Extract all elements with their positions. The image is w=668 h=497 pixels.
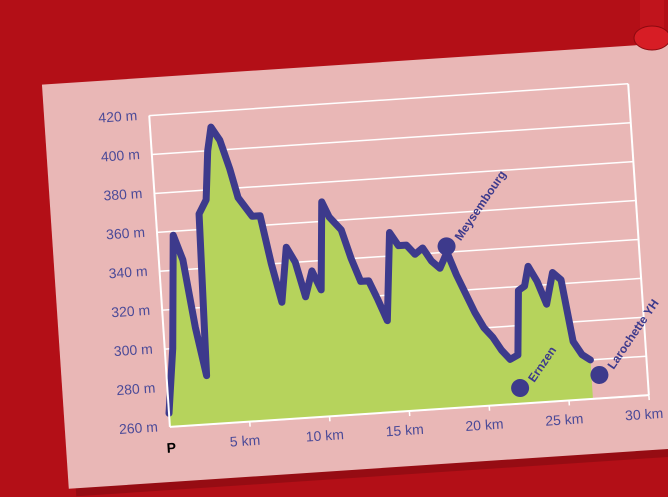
waypoint — [511, 379, 530, 398]
x-tick-label: 5 km — [229, 432, 260, 450]
grid-line — [149, 83, 629, 117]
y-tick-label: 320 m — [111, 302, 151, 321]
y-tick-label: 260 m — [118, 418, 158, 437]
card: 260 m 280 m 300 m 320 m 340 m 360 m 380 m 400 m… — [41, 42, 668, 497]
y-axis — [148, 115, 171, 427]
x-tick-label: 15 km — [385, 421, 424, 439]
waypoint — [590, 365, 609, 384]
grid-line — [151, 121, 631, 156]
waypoint — [437, 237, 456, 256]
area — [169, 127, 593, 427]
plot: 260 m 280 m 300 m 320 m 340 m 360 m 380 m 400 m… — [98, 83, 664, 456]
y-tick-label: 360 m — [106, 224, 146, 243]
y-tick-label: 300 m — [113, 341, 153, 360]
y-tick-label: 380 m — [103, 185, 143, 204]
pin-body — [640, 0, 664, 30]
x-tick-label: 10 km — [305, 426, 344, 444]
x-tick-label: 20 km — [465, 416, 504, 434]
start-label: P — [166, 439, 176, 456]
y-tick-label: 420 m — [98, 107, 138, 126]
y-tick-label: 280 m — [116, 380, 156, 399]
right-border — [627, 83, 650, 396]
y-tick-label: 400 m — [100, 146, 140, 165]
y-tick-label: 340 m — [108, 263, 148, 282]
x-tick-label: 30 km — [625, 405, 664, 423]
line — [165, 123, 594, 417]
pushpin — [633, 0, 668, 51]
x-tick-label: 25 km — [545, 410, 584, 428]
pin-head — [633, 25, 668, 51]
